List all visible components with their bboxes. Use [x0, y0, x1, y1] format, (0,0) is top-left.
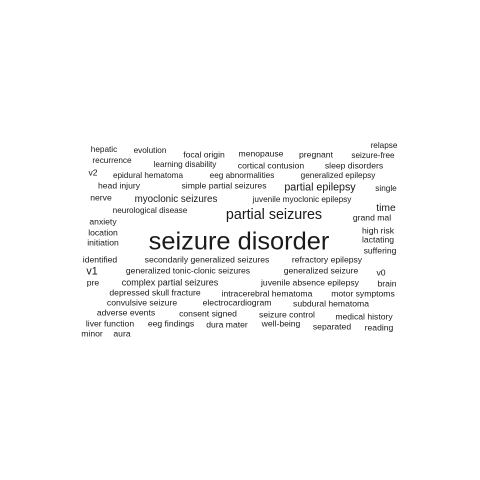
cloud-word: minor: [81, 328, 103, 339]
cloud-word: liver function: [85, 318, 135, 329]
cloud-word: well-being: [261, 318, 301, 329]
cloud-word: identified: [82, 254, 118, 265]
cloud-word: eeg findings: [147, 318, 195, 329]
cloud-word: menopause: [238, 148, 284, 159]
cloud-word: evolution: [133, 145, 167, 155]
cloud-word: convulsive seizure: [106, 297, 178, 308]
cloud-word: anxiety: [89, 216, 117, 227]
cloud-word: subdural hematoma: [293, 298, 369, 309]
cloud-word: separated: [312, 321, 352, 332]
cloud-word: hepatic: [90, 144, 118, 154]
cloud-word: pre: [86, 277, 100, 288]
cloud-word: secondarily generalized seizures: [144, 254, 270, 265]
cloud-word: lactating: [361, 234, 395, 245]
cloud-word: dura mater: [206, 319, 248, 330]
cloud-word: v1: [86, 265, 98, 278]
cloud-word: seizure-free: [351, 150, 395, 160]
cloud-word: initiation: [87, 237, 119, 248]
cloud-word: head injury: [97, 180, 141, 191]
cloud-word: epidural hematoma: [112, 170, 184, 180]
cloud-word: seizure disorder: [148, 227, 330, 256]
cloud-word: suffering: [363, 245, 397, 256]
cloud-word: neurological disease: [112, 205, 188, 215]
cloud-word: partial seizures: [225, 206, 323, 223]
cloud-word: time: [376, 202, 396, 214]
cloud-word: refractory epilepsy: [291, 254, 363, 265]
cloud-word: adverse events: [96, 307, 156, 318]
cloud-word: eeg abnormalities: [209, 170, 275, 180]
cloud-word: v2: [88, 167, 98, 178]
cloud-word: single: [375, 183, 397, 193]
cloud-word: relapse: [370, 140, 398, 150]
cloud-word: juvenile absence epilepsy: [261, 277, 359, 288]
cloud-word: intracerebral hematoma: [221, 288, 313, 299]
cloud-word: complex partial seizures: [121, 277, 219, 288]
cloud-word: recurrence: [92, 155, 132, 165]
cloud-word: consent signed: [179, 308, 237, 319]
cloud-word: brain: [377, 278, 397, 289]
cloud-word: focal origin: [183, 149, 225, 160]
cloud-word: location: [88, 227, 118, 238]
cloud-word: generalized tonic-clonic seizures: [125, 265, 251, 276]
cloud-word: motor symptoms: [331, 288, 395, 299]
cloud-word: cortical contusion: [237, 160, 305, 171]
cloud-word: nerve: [90, 192, 112, 203]
cloud-word: pregnant: [299, 149, 333, 160]
cloud-word: v0: [376, 267, 386, 278]
cloud-word: aura: [113, 328, 131, 339]
cloud-word: reading: [364, 322, 394, 333]
cloud-word: partial epilepsy: [284, 181, 356, 194]
cloud-word: medical history: [335, 311, 393, 322]
cloud-word: high risk: [362, 225, 394, 236]
cloud-word: learning disability: [153, 159, 217, 169]
cloud-word: myoclonic seizures: [134, 194, 218, 206]
cloud-word: grand mal: [352, 212, 392, 223]
cloud-word: generalized epilepsy: [300, 170, 376, 180]
cloud-word: simple partial seizures: [181, 180, 267, 191]
cloud-word: generalized seizure: [283, 265, 359, 276]
cloud-word: juvenile myoclonic epilepsy: [252, 194, 352, 204]
cloud-word: seizure control: [259, 309, 315, 320]
cloud-word: electrocardiogram: [202, 297, 272, 308]
cloud-word: depressed skull fracture: [109, 287, 201, 298]
cloud-word: sleep disorders: [324, 160, 384, 171]
